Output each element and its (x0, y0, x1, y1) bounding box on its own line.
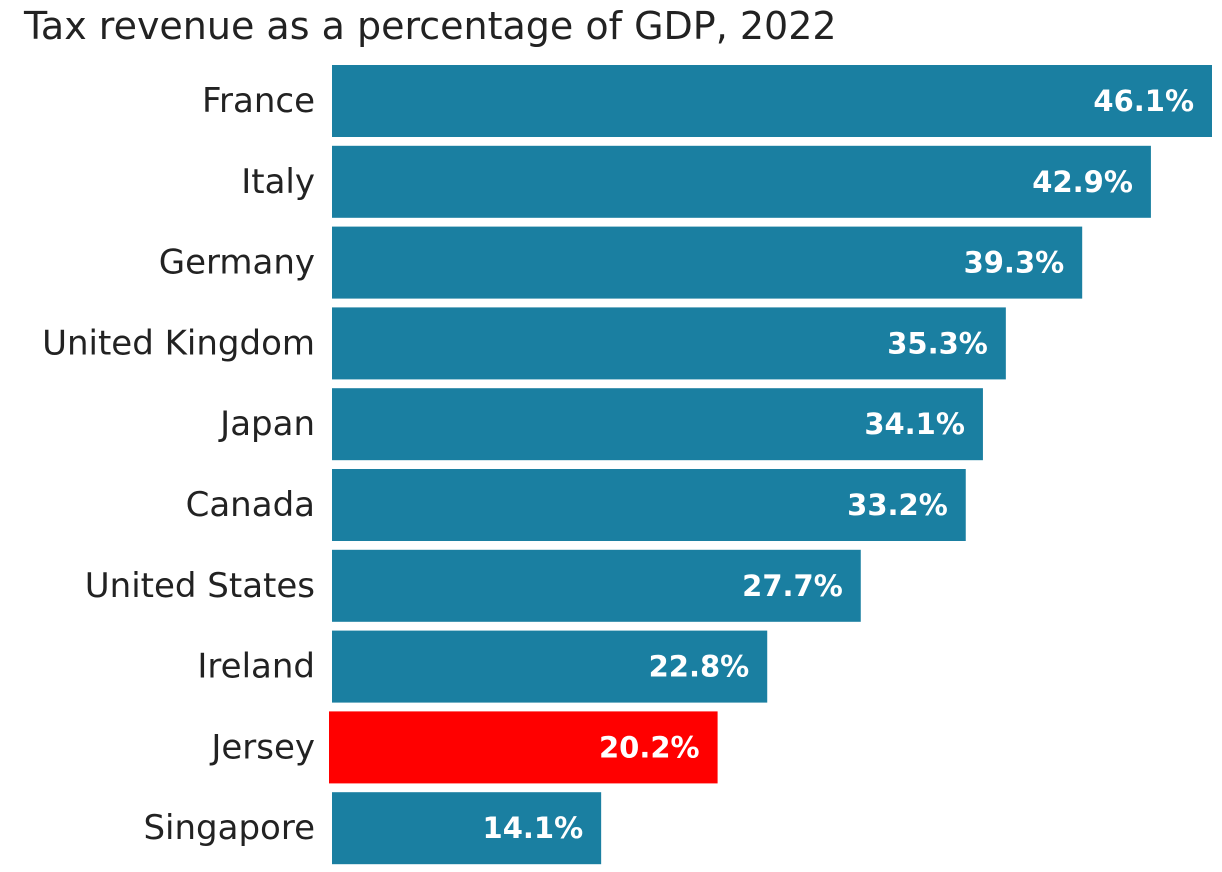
category-label-canada: Canada (186, 485, 315, 525)
category-label-italy: Italy (241, 162, 315, 202)
value-label-japan: 34.1% (864, 407, 965, 441)
category-label-germany: Germany (159, 243, 315, 283)
value-label-canada: 33.2% (847, 488, 948, 522)
value-label-italy: 42.9% (1032, 165, 1133, 199)
bar-united-states (332, 549, 861, 622)
category-label-france: France (202, 81, 315, 121)
value-label-ireland: 22.8% (649, 650, 750, 684)
value-label-united-kingdom: 35.3% (887, 326, 988, 360)
bar-singapore (332, 792, 602, 865)
value-label-germany: 39.3% (964, 246, 1065, 280)
bar-canada (332, 469, 966, 541)
bar-jersey (329, 711, 718, 784)
value-label-jersey: 20.2% (599, 730, 700, 764)
value-label-singapore: 14.1% (483, 811, 584, 845)
chart-title: Tax revenue as a percentage of GDP, 2022 (24, 4, 837, 48)
category-label-united-kingdom: United Kingdom (42, 323, 315, 363)
category-label-united-states: United States (85, 566, 315, 606)
bar-italy (332, 145, 1151, 218)
category-label-singapore: Singapore (143, 808, 315, 848)
bar-france (332, 65, 1212, 137)
category-label-japan: Japan (218, 404, 315, 444)
category-label-ireland: Ireland (197, 647, 315, 687)
bar-japan (332, 388, 983, 461)
category-label-jersey: Jersey (209, 727, 315, 767)
value-label-united-states: 27.7% (742, 569, 843, 603)
value-label-france: 46.1% (1093, 84, 1194, 118)
bar-united-kingdom (332, 307, 1006, 380)
bar-ireland (332, 630, 768, 703)
bar-germany (332, 226, 1083, 299)
